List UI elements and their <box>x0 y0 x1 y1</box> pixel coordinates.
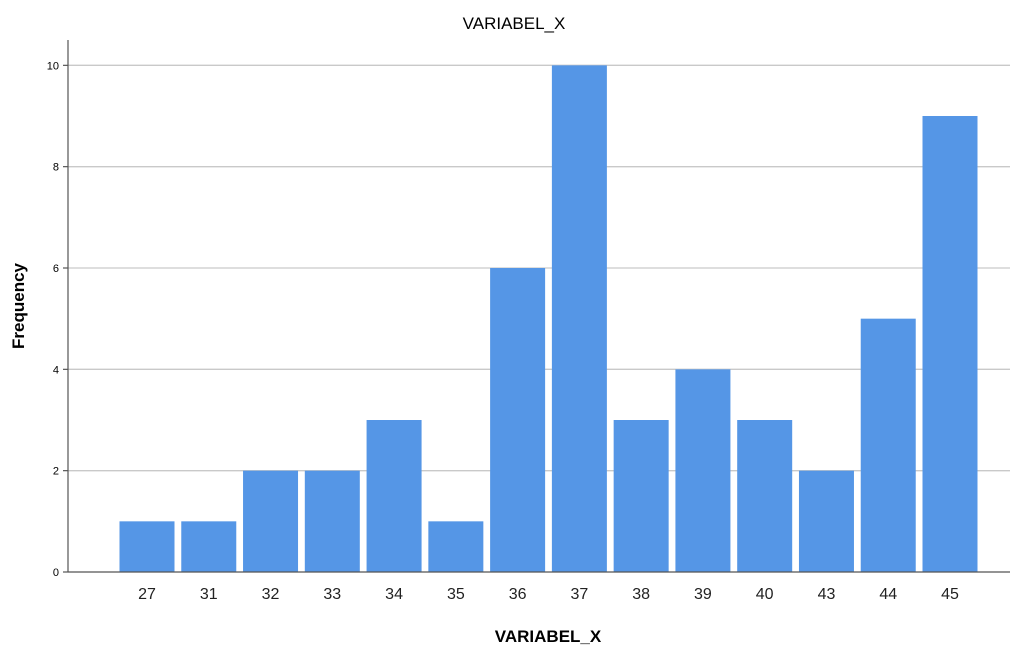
x-tick-label: 39 <box>694 586 712 603</box>
bar-38 <box>613 420 669 572</box>
x-tick-label: 44 <box>879 586 897 603</box>
bar-39 <box>675 369 731 572</box>
x-tick-labels: 27 31 32 33 34 35 36 37 38 39 40 43 44 45 <box>138 586 959 603</box>
x-tick-label: 34 <box>385 586 403 603</box>
x-tick-label: 33 <box>323 586 341 603</box>
x-tick-label: 38 <box>632 586 650 603</box>
x-tick-label: 32 <box>262 586 280 603</box>
bar-40 <box>737 420 793 572</box>
axes <box>63 40 1010 573</box>
y-tick-label: 2 <box>53 466 59 478</box>
y-tick-labels: 0 2 4 6 8 10 <box>47 60 59 579</box>
bar-44 <box>860 318 916 572</box>
y-tick-label: 0 <box>53 567 59 579</box>
bar-36 <box>490 268 546 572</box>
bar-27 <box>119 521 175 572</box>
bar-32 <box>243 470 299 572</box>
x-tick-label: 43 <box>818 586 836 603</box>
x-tick-label: 31 <box>200 586 218 603</box>
bars <box>119 65 978 572</box>
x-tick-label: 40 <box>756 586 774 603</box>
bar-37 <box>551 65 607 572</box>
bar-31 <box>181 521 237 572</box>
x-tick-label: 37 <box>570 586 588 603</box>
bar-33 <box>304 470 360 572</box>
x-tick-label: 36 <box>509 586 527 603</box>
bar-35 <box>428 521 484 572</box>
bar-43 <box>798 470 854 572</box>
y-axis-label: Frequency <box>9 262 28 349</box>
y-tick-label: 6 <box>53 263 59 275</box>
y-tick-label: 10 <box>47 60 59 72</box>
y-tick-label: 8 <box>53 162 59 174</box>
x-tick-label: 45 <box>941 586 959 603</box>
bar-45 <box>922 116 978 572</box>
x-tick-label: 27 <box>138 586 156 603</box>
y-tick-label: 4 <box>53 364 59 376</box>
bar-34 <box>366 420 422 572</box>
x-tick-label: 35 <box>447 586 465 603</box>
chart-title: VARIABEL_X <box>463 14 566 33</box>
x-axis-label: VARIABEL_X <box>495 627 602 646</box>
